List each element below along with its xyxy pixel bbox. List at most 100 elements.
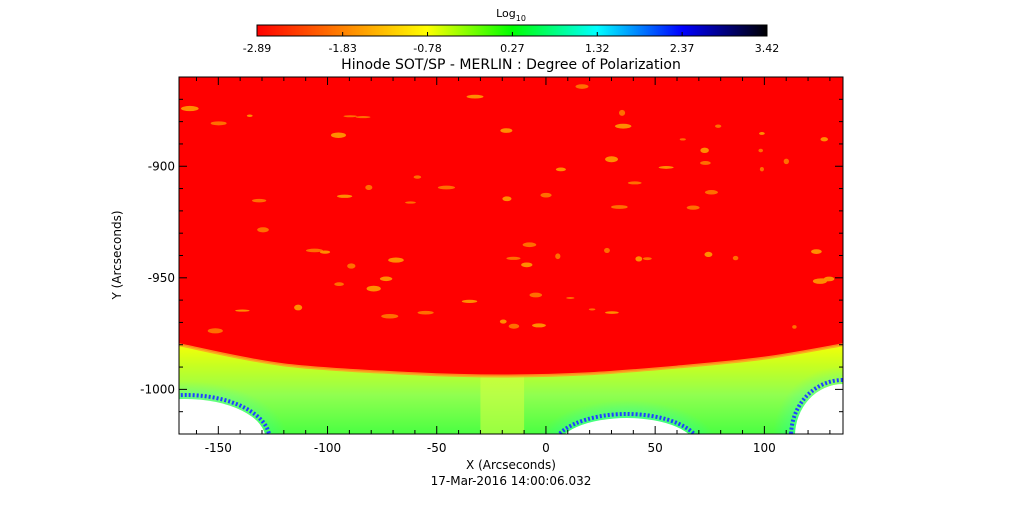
heatmap-speckle <box>604 247 610 254</box>
heatmap-white-region <box>179 399 265 434</box>
heatmap-speckle <box>783 158 789 165</box>
heatmap-speckle <box>759 166 764 172</box>
heatmap-speckle <box>635 256 643 262</box>
colorbar-tick-label: 3.42 <box>755 42 780 55</box>
heatmap-speckle <box>500 128 513 133</box>
heatmap-speckle <box>252 198 267 203</box>
x-tick-label: 0 <box>542 441 550 455</box>
observation-timestamp: 17-Mar-2016 14:00:06.032 <box>431 474 592 488</box>
heatmap-speckle <box>355 116 371 119</box>
chart-title: Hinode SOT/SP - MERLIN : Degree of Polar… <box>341 57 681 73</box>
heatmap-speckle <box>319 250 331 254</box>
heatmap-speckle <box>815 278 831 282</box>
heatmap-white-region <box>795 384 843 434</box>
colorbar-tick-label: -0.78 <box>413 42 441 55</box>
heatmap-speckle <box>365 184 373 191</box>
heatmap-speckle <box>605 311 619 314</box>
colorbar-tick-label: -2.89 <box>243 42 271 55</box>
heatmap-speckle <box>437 185 456 190</box>
heatmap-speckle <box>388 257 404 263</box>
heatmap-speckle <box>210 121 227 126</box>
colorbar-tick-label: 0.27 <box>500 42 525 55</box>
x-tick-label: -50 <box>427 441 447 455</box>
x-tick-label: -150 <box>205 441 232 455</box>
heatmap-speckle <box>758 148 764 153</box>
heatmap-speckle <box>330 132 346 138</box>
y-axis-label: Y (Arcseconds) <box>110 210 124 300</box>
heatmap-speckle <box>627 181 642 185</box>
heatmap-speckle <box>499 319 507 324</box>
heatmap-speckle <box>347 263 356 269</box>
heatmap-speckle <box>502 196 512 202</box>
heatmap-speckle <box>306 248 324 253</box>
heatmap-speckle <box>658 166 674 169</box>
y-tick-label: -950 <box>148 271 175 285</box>
heatmap-on-disk <box>179 77 843 376</box>
heatmap-speckle <box>466 94 484 99</box>
x-axis-label: X (Arcseconds) <box>466 458 556 472</box>
heatmap-speckle <box>413 175 422 179</box>
heatmap-speckle <box>566 296 575 299</box>
heatmap-speckle <box>334 282 344 287</box>
heatmap-speckle <box>820 137 828 142</box>
heatmap-blue-edge <box>179 393 272 434</box>
heatmap-speckle <box>294 304 303 311</box>
heatmap-speckle <box>529 292 543 298</box>
heatmap-speckle <box>618 109 626 116</box>
heatmap-speckle <box>180 105 199 112</box>
heatmap-white-region <box>564 418 689 434</box>
x-tick-label: 50 <box>648 441 663 455</box>
heatmap-speckle <box>588 308 596 311</box>
heatmap-limb-band <box>179 343 843 378</box>
heatmap-speckle <box>575 84 589 89</box>
heatmap-speckle <box>508 323 520 329</box>
heatmap-speckle <box>611 205 628 209</box>
heatmap-speckle <box>336 194 353 198</box>
x-tick-label: 100 <box>753 441 776 455</box>
heatmap-speckle <box>343 115 357 118</box>
y-tick-label: -1000 <box>140 382 175 396</box>
heatmap-speckle <box>257 227 269 233</box>
heatmap-speckle <box>379 276 393 282</box>
heatmap-speckle <box>700 160 711 165</box>
heatmap-speckle <box>246 114 253 117</box>
heatmap-speckle <box>405 201 416 204</box>
x-tick-label: -100 <box>314 441 341 455</box>
heatmap-speckle <box>506 256 521 260</box>
heatmap-strip <box>480 373 525 434</box>
heatmap-speckle <box>686 205 700 210</box>
heatmap-speckle <box>461 299 478 303</box>
heatmap-speckle <box>679 138 686 141</box>
x-axis: -150 -100 -50 0 50 100 <box>195 77 831 455</box>
heatmap-speckle <box>235 309 250 312</box>
y-axis: -900 -950 -1000 <box>140 76 843 435</box>
heatmap-speckle <box>207 328 223 334</box>
colorbar-tick-label: 1.32 <box>585 42 610 55</box>
colorbar: Log10 -2.89 -1.83 -0.78 0.27 1.32 2.37 3.42 <box>243 7 779 55</box>
heatmap-speckle <box>540 192 552 198</box>
heatmap-speckle <box>417 310 434 315</box>
heatmap-speckle <box>642 257 652 261</box>
heatmap-speckle <box>555 253 561 260</box>
colorbar-tick-label: -1.83 <box>328 42 356 55</box>
heatmap-speckle <box>792 325 797 329</box>
colorbar-tick-label: 2.37 <box>670 42 695 55</box>
heatmap-speckle <box>532 323 546 328</box>
heatmap-speckle <box>759 132 765 135</box>
heatmap-speckle <box>522 242 537 248</box>
heatmap-speckle <box>732 255 739 261</box>
colorbar-label: Log10 <box>496 7 526 23</box>
heatmap-speckle <box>700 147 709 154</box>
heatmap-speckle <box>555 167 566 172</box>
heatmap-speckle <box>605 156 618 163</box>
heatmap-speckle <box>366 285 381 292</box>
heatmap-speckle <box>811 249 822 254</box>
heatmap-speckle <box>715 124 722 128</box>
y-tick-label: -900 <box>148 159 175 173</box>
heatmap-speckle <box>615 123 632 129</box>
heatmap-area <box>179 77 843 434</box>
heatmap-speckle <box>521 262 533 268</box>
heatmap-speckle <box>704 251 713 257</box>
heatmap-cyan-halo <box>179 381 288 434</box>
